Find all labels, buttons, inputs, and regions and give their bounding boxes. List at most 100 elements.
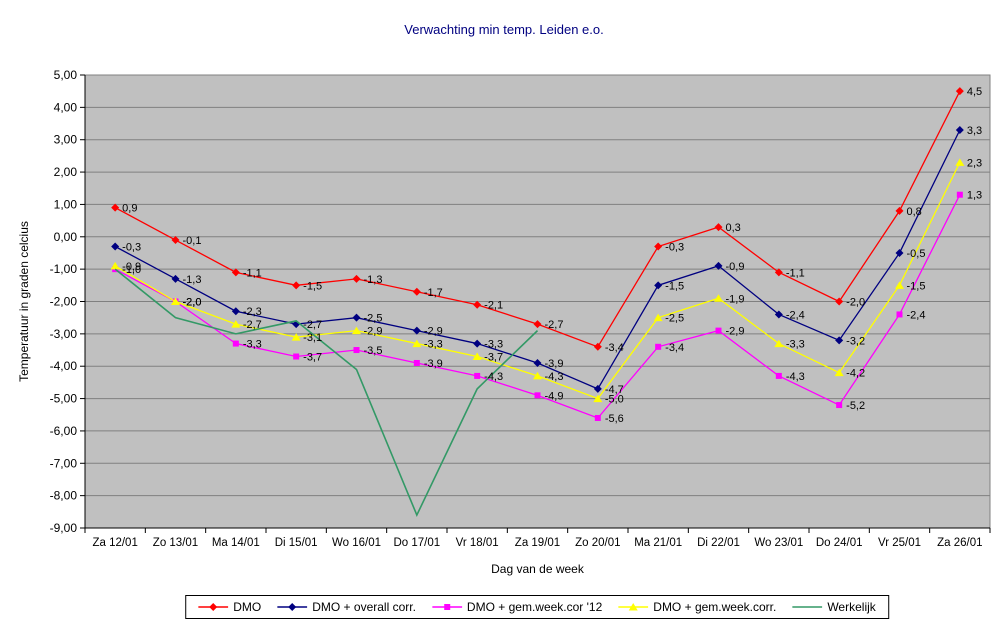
- legend-item: Werkelijk: [792, 600, 876, 614]
- data-label: -2,5: [364, 313, 383, 325]
- data-label: -5,2: [846, 400, 865, 412]
- data-label: -0,3: [122, 241, 141, 253]
- marker-diamond: [654, 242, 663, 251]
- y-tick-label: -4,00: [50, 359, 78, 373]
- y-tick-label: -6,00: [50, 424, 78, 438]
- data-label: 0,3: [726, 222, 741, 234]
- data-label: -3,3: [484, 339, 503, 351]
- marker-square: [413, 359, 420, 366]
- marker-diamond: [231, 307, 240, 316]
- x-tick-label: Do 24/01: [816, 537, 863, 549]
- data-label: -2,4: [786, 309, 805, 321]
- marker-diamond: [171, 236, 180, 245]
- marker-diamond: [593, 342, 602, 351]
- marker-square: [534, 392, 541, 399]
- data-label: -4,9: [545, 390, 564, 402]
- data-label: 1,3: [967, 190, 982, 202]
- x-tick-label: Wo 16/01: [332, 537, 381, 549]
- marker-diamond: [231, 268, 240, 277]
- data-label: -2,7: [243, 319, 262, 331]
- x-tick-label: Di 22/01: [697, 537, 740, 549]
- data-label: -2,3: [243, 306, 262, 318]
- data-label: -2,9: [364, 326, 383, 338]
- y-axis-labels: -9,00 -8,00 -7,00 -6,00 -5,00 -4,00 -3,00 -2,00…: [50, 68, 85, 535]
- data-label: -1,5: [665, 280, 684, 292]
- x-tick-label: Vr 25/01: [878, 537, 921, 549]
- marker-triangle: [110, 261, 120, 270]
- marker-triangle: [714, 294, 723, 302]
- data-label: -3,3: [243, 339, 262, 351]
- marker-diamond: [895, 248, 904, 257]
- data-label: -3,7: [303, 352, 322, 364]
- x-tick-label: Za 26/01: [937, 537, 982, 549]
- data-label: 2,3: [967, 157, 982, 169]
- marker-diamond: [352, 313, 361, 322]
- marker-diamond: [473, 339, 482, 348]
- marker-diamond: [774, 268, 783, 277]
- marker-diamond: [171, 274, 180, 283]
- y-tick-label: 5,00: [54, 68, 78, 82]
- data-label: -2,7: [545, 319, 564, 331]
- marker-diamond: [955, 126, 964, 135]
- marker-square: [775, 372, 782, 379]
- marker-diamond: [835, 336, 844, 345]
- legend-label: DMO + gem.week.corr.: [653, 600, 777, 614]
- marker-diamond: [955, 87, 964, 96]
- y-tick-label: 2,00: [54, 165, 78, 179]
- marker-diamond: [533, 358, 542, 367]
- y-tick-label: -3,00: [50, 327, 78, 341]
- data-label: -3,9: [424, 358, 443, 370]
- marker-square: [293, 353, 300, 360]
- marker-diamond: [593, 384, 602, 393]
- data-label: 4,5: [967, 86, 982, 98]
- legend-marker-icon: [277, 603, 308, 611]
- chart-title: Verwachting min temp. Leiden e.o.: [404, 22, 604, 37]
- y-tick-label: -7,00: [50, 456, 78, 470]
- x-tick-label: Di 15/01: [275, 537, 318, 549]
- data-label: -4,3: [545, 371, 564, 383]
- marker-diamond: [895, 206, 904, 215]
- x-tick-label: Zo 13/01: [153, 537, 198, 549]
- x-axis-labels: Za 12/01 Zo 13/01 Ma 14/01 Di 15/01 Wo 16/01…: [84, 528, 991, 549]
- data-label: -2,0: [183, 297, 202, 309]
- series-werkelijk: [114, 268, 539, 518]
- marker-triangle: [533, 371, 542, 380]
- marker-diamond: [473, 300, 482, 309]
- legend-label: Werkelijk: [827, 600, 876, 614]
- data-label: -0,9: [726, 261, 745, 273]
- series-dmo-gem-week-corr: [110, 158, 965, 403]
- legend-item: DMO + gem.week.corr.: [618, 600, 776, 614]
- series-dmo-overall-corr: [111, 126, 964, 393]
- legend-marker-icon: [792, 606, 823, 608]
- data-label: -0,9: [122, 261, 141, 273]
- marker-square: [232, 340, 239, 347]
- marker-diamond: [292, 281, 301, 290]
- data-label: -3,4: [665, 342, 684, 354]
- marker-square: [956, 191, 963, 198]
- y-axis-title: Temperatuur in graden celcius: [17, 221, 31, 382]
- marker-diamond: [714, 261, 723, 270]
- series-line: [114, 268, 539, 518]
- marker-square: [443, 604, 450, 610]
- legend-item: DMO + gem.week.cor '12: [431, 600, 603, 614]
- marker-square: [353, 347, 360, 354]
- legend-label: DMO: [233, 600, 262, 614]
- marker-triangle: [171, 297, 180, 305]
- legend-label: DMO + gem.week.cor '12: [466, 600, 603, 614]
- marker-diamond: [111, 203, 120, 212]
- data-label: -3,3: [424, 339, 443, 351]
- legend-marker-icon: [618, 603, 649, 611]
- data-label: -0,3: [665, 241, 684, 253]
- x-tick-label: Ma 14/01: [212, 537, 260, 549]
- y-tick-label: 3,00: [54, 133, 78, 147]
- data-label: -1,3: [364, 274, 383, 286]
- series-dmo: [111, 87, 964, 351]
- data-label: -0,5: [907, 248, 926, 260]
- data-label: -1,7: [424, 287, 443, 299]
- marker-diamond: [714, 223, 723, 232]
- data-label: -2,1: [484, 300, 503, 312]
- legend-marker-icon: [431, 604, 462, 610]
- marker-triangle: [291, 333, 301, 341]
- data-label: -0,1: [183, 235, 202, 247]
